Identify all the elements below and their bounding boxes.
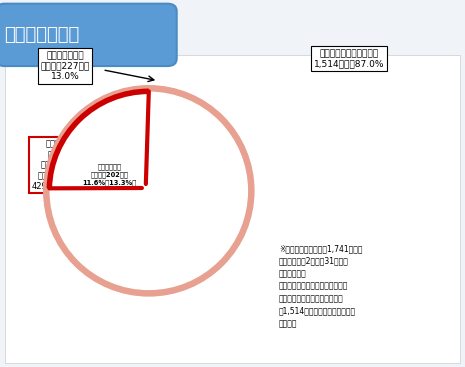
Text: 全国の配備状況: 全国の配備状況 [4,26,80,44]
FancyBboxPatch shape [5,55,460,363]
Circle shape [44,86,254,296]
Text: ※　分母を全市町村（1,741団体）
　とした令和2年３月31日現在
　のデータ。
　括弧書きの割合（％）について
　は防災行政無線等整備済みの
　1,514団: ※ 分母を全市町村（1,741団体） とした令和2年３月31日現在 のデータ。 … [279,244,363,328]
Text: 防災行政無線等
未整備　227団体
13.0%: 防災行政無線等 未整備 227団体 13.0% [40,51,90,81]
Text: 戸別受信機等
未配備団体
（防災行政無線等
未整備団体を含む）
429団体　24.6%: 戸別受信機等 未配備団体 （防災行政無線等 未整備団体を含む） 429団体 24… [32,140,89,190]
Circle shape [50,92,247,290]
Text: 防災行政無線等整備済み
1,514団体　87.0%: 防災行政無線等整備済み 1,514団体 87.0% [313,49,384,68]
Text: 戸別受信機等
未配備　202団体
11.6%（13.3%）: 戸別受信機等 未配備 202団体 11.6%（13.3%） [82,164,136,185]
Wedge shape [49,124,142,188]
Wedge shape [56,98,242,284]
FancyBboxPatch shape [0,4,177,66]
Wedge shape [78,91,146,184]
Text: 戸別受信機等配備済み
1,312団体　75.4%
（86.7%）: 戸別受信機等配備済み 1,312団体 75.4% （86.7%） [149,209,213,239]
